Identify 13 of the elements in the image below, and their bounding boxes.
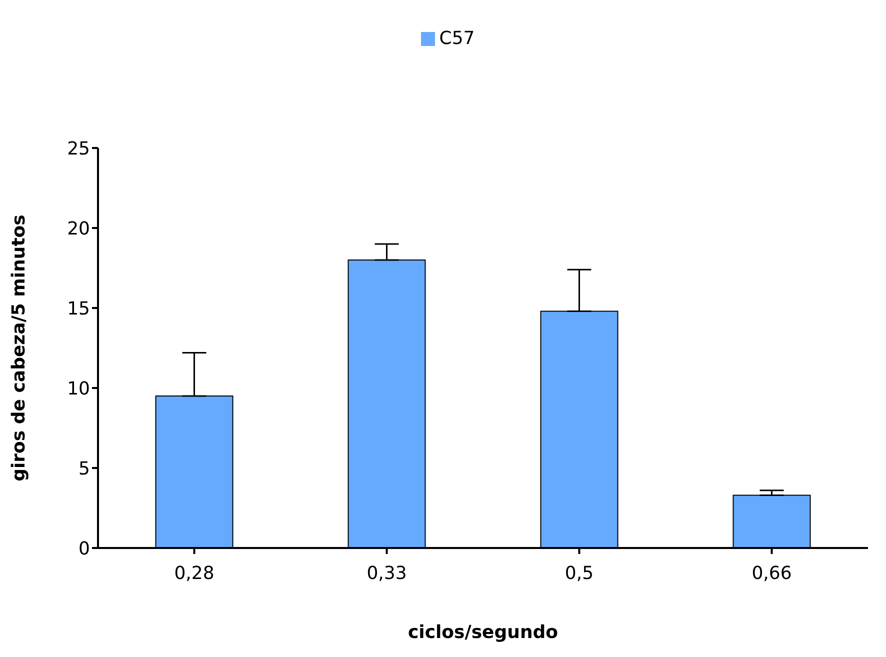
x-tick-label: 0,28 (174, 562, 214, 584)
x-tick-label: 0,5 (564, 562, 594, 584)
y-tick-label: 5 (78, 458, 90, 480)
y-tick-label: 10 (67, 378, 90, 400)
y-tick-label: 25 (67, 138, 90, 160)
y-tick-label: 15 (67, 298, 90, 320)
y-tick-label: 20 (67, 218, 90, 240)
x-tick-label: 0,66 (752, 562, 792, 584)
y-tick-label: 0 (78, 538, 90, 560)
x-axis-title: ciclos/segundo (408, 622, 558, 643)
x-tick-label: 0,33 (366, 562, 407, 584)
legend-label: C57 (439, 28, 475, 49)
y-axis-title: giros de cabeza/5 minutos (8, 214, 30, 482)
